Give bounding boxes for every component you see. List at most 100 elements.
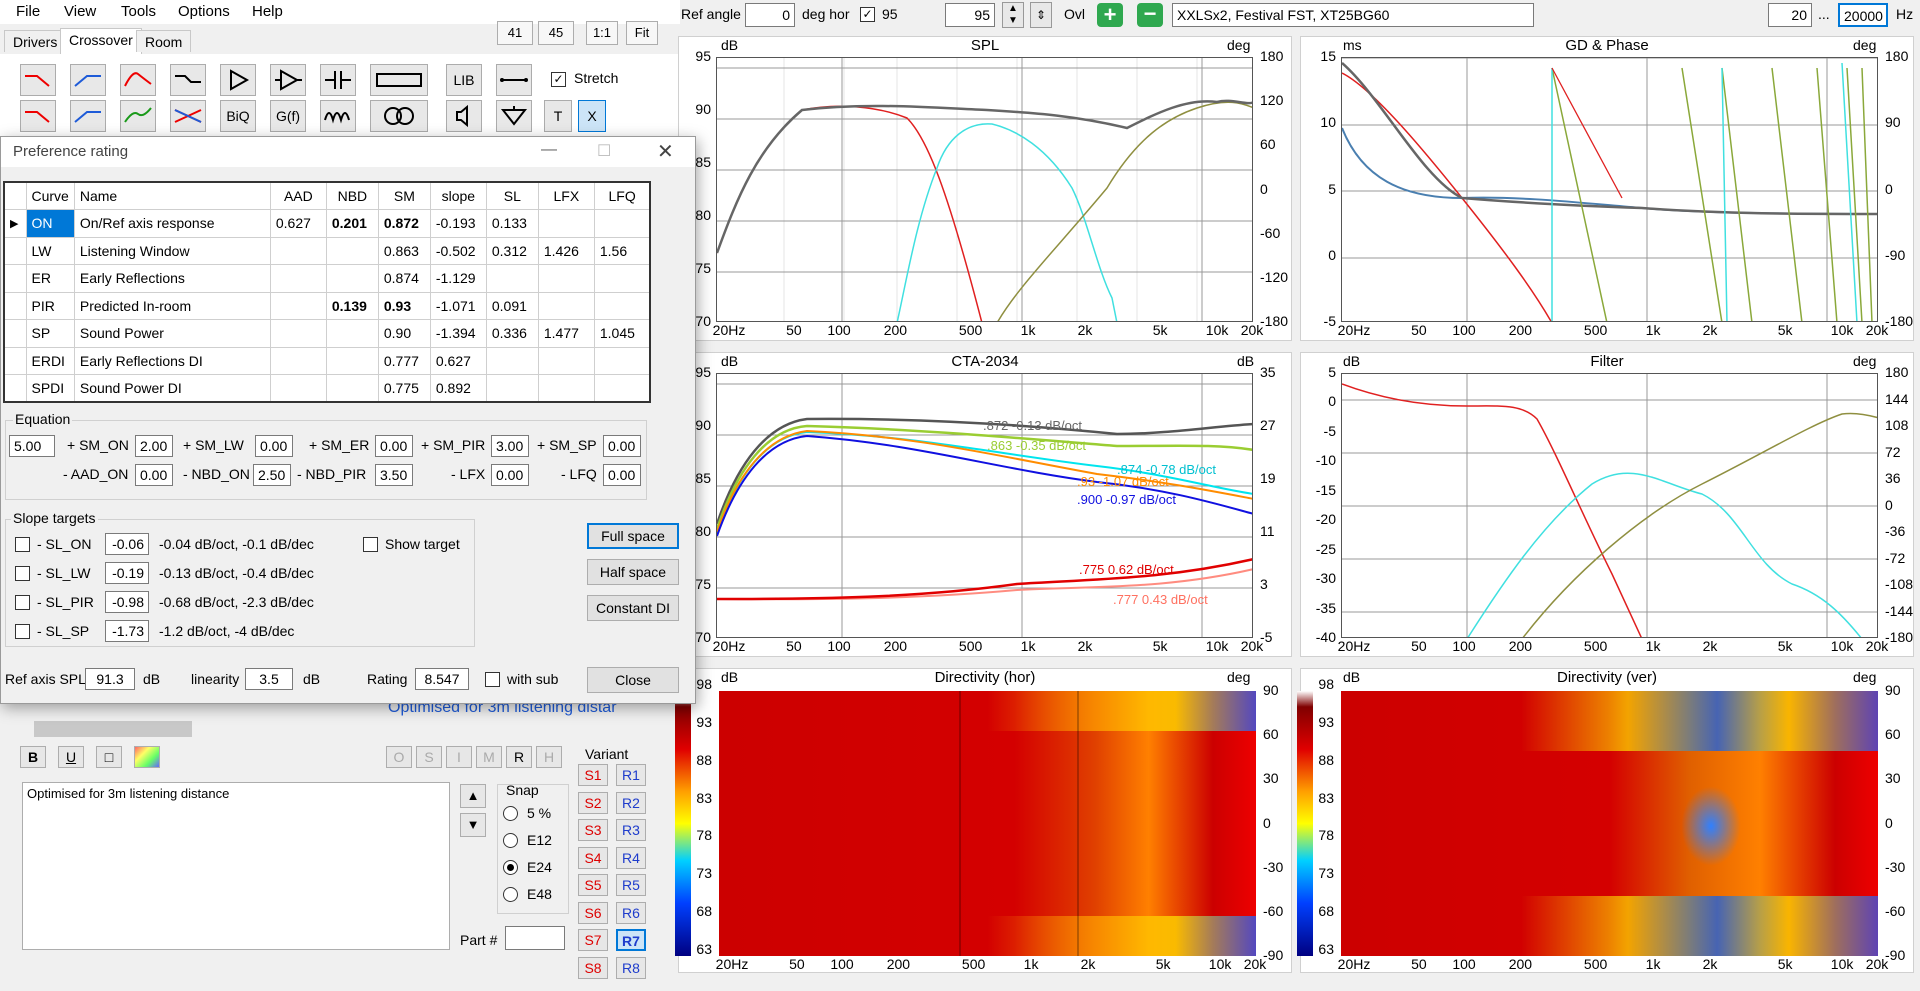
variant-r2[interactable]: R2	[616, 792, 646, 814]
sl-sp-checkbox[interactable]	[15, 624, 30, 639]
project-title-input[interactable]: XXLSx2, Festival FST, XT25BG60	[1172, 3, 1534, 27]
ref-angle-input[interactable]: 0	[745, 3, 795, 27]
col-name[interactable]: Name	[73, 181, 271, 210]
menu-help[interactable]: Help	[252, 3, 283, 20]
move-down-icon[interactable]: ▼	[460, 813, 486, 837]
close-icon[interactable]: ✕	[657, 141, 674, 163]
table-row[interactable]: ER Early Reflections 0.874 -1.129	[3, 264, 651, 293]
notch-icon[interactable]	[170, 100, 206, 132]
transformer-icon[interactable]	[370, 100, 428, 132]
m-button[interactable]: M	[476, 746, 502, 768]
table-row[interactable]: SP Sound Power 0.90 -1.394 0.336 1.477 1…	[3, 319, 651, 348]
notes-textarea[interactable]: Optimised for 3m listening distance	[22, 782, 450, 950]
capacitor-icon[interactable]	[320, 64, 356, 96]
lowpass-icon[interactable]	[20, 64, 56, 96]
variant-r6[interactable]: R6	[616, 902, 646, 924]
half-space-button[interactable]: Half space	[587, 559, 679, 585]
variant-s5[interactable]: S5	[578, 874, 608, 896]
inverting-amp-icon[interactable]	[270, 64, 306, 96]
dir-ver-heatmap[interactable]	[1341, 691, 1878, 956]
eq-sm-on-input[interactable]: 2.00	[135, 435, 173, 457]
sl-pir-input[interactable]: -0.98	[105, 591, 149, 613]
wire-icon[interactable]	[496, 64, 532, 96]
variant-r3[interactable]: R3	[616, 819, 646, 841]
spl-auto-icon[interactable]: ⇕	[1030, 2, 1052, 28]
sl-lw-input[interactable]: -0.19	[105, 562, 149, 584]
eq-nbd-pir-input[interactable]: 3.50	[375, 464, 413, 486]
variant-r7[interactable]: R7	[616, 929, 646, 951]
inductor-icon[interactable]	[320, 100, 356, 132]
spl-updown-icon[interactable]: ▲ ▼	[1002, 2, 1024, 28]
h-button[interactable]: H	[536, 746, 562, 768]
variant-s8[interactable]: S8	[578, 957, 608, 979]
table-row[interactable]: SPDI Sound Power DI 0.775 0.892	[3, 374, 651, 403]
ratio-button[interactable]: 1:1	[586, 21, 618, 45]
variant-r8[interactable]: R8	[616, 957, 646, 979]
variant-r5[interactable]: R5	[616, 874, 646, 896]
variant-r4[interactable]: R4	[616, 847, 646, 869]
eq-sm-pir-input[interactable]: 3.00	[491, 435, 529, 457]
sl-lw-checkbox[interactable]	[15, 566, 30, 581]
with-sub-checkbox[interactable]	[485, 672, 500, 687]
snap-5pct-radio[interactable]	[503, 806, 518, 821]
eq-lfx-input[interactable]: 0.00	[491, 464, 529, 486]
color-button[interactable]	[134, 746, 160, 768]
ground-icon[interactable]	[496, 100, 532, 132]
variant-s2[interactable]: S2	[578, 792, 608, 814]
minimize-icon[interactable]: —	[541, 141, 557, 158]
filter-plot[interactable]	[1341, 373, 1878, 638]
dir-hor-heatmap[interactable]	[719, 691, 1256, 956]
full-space-button[interactable]: Full space	[587, 523, 679, 549]
border-button[interactable]: □	[96, 746, 122, 768]
cta-plot[interactable]: .872 -0.13 dB/oct .863 -0.35 dB/oct .874…	[716, 373, 1253, 638]
eq-nbd-on-input[interactable]: 2.50	[253, 464, 291, 486]
snap-e48-radio[interactable]	[503, 887, 518, 902]
bold-button[interactable]: B	[20, 746, 46, 768]
lowpass2-icon[interactable]	[20, 100, 56, 132]
highpass2-icon[interactable]	[70, 100, 106, 132]
eq-sm-er-input[interactable]: 0.00	[375, 435, 413, 457]
menu-options[interactable]: Options	[178, 3, 230, 20]
amplifier-icon[interactable]	[220, 64, 256, 96]
variant-s6[interactable]: S6	[578, 902, 608, 924]
constant-di-button[interactable]: Constant DI	[587, 595, 679, 621]
move-up-icon[interactable]: ▲	[460, 784, 486, 808]
variant-s4[interactable]: S4	[578, 847, 608, 869]
menu-view[interactable]: View	[64, 3, 97, 20]
eq-aad-on-input[interactable]: 0.00	[135, 464, 173, 486]
spl-max-checkbox[interactable]: ✓	[860, 7, 875, 22]
table-row[interactable]: ▶ ON On/Ref axis response 0.627 0.201 0.…	[3, 209, 651, 238]
variant-r1[interactable]: R1	[616, 764, 646, 786]
resistor-icon[interactable]	[370, 64, 428, 96]
overlay-add-icon[interactable]: +	[1097, 3, 1123, 27]
shelf-icon[interactable]	[170, 64, 206, 96]
menu-tools[interactable]: Tools	[121, 3, 157, 20]
table-row[interactable]: ERDI Early Reflections DI 0.777 0.627	[3, 346, 651, 375]
value-41[interactable]: 41	[497, 21, 533, 45]
highpass-icon[interactable]	[70, 64, 106, 96]
t-button[interactable]: T	[544, 100, 572, 132]
biq-button[interactable]: BiQ	[220, 100, 256, 132]
col-sl[interactable]: SL	[485, 181, 539, 210]
col-curve[interactable]: Curve	[25, 181, 75, 210]
lib-button[interactable]: LIB	[446, 64, 482, 96]
stretch-checkbox[interactable]: ✓	[551, 72, 566, 87]
underline-button[interactable]: U	[58, 746, 84, 768]
snap-e24-radio[interactable]	[503, 860, 518, 875]
eq-const-input[interactable]: 5.00	[9, 435, 55, 457]
variant-s7[interactable]: S7	[578, 929, 608, 951]
col-lfq[interactable]: LFQ	[593, 181, 651, 210]
r-button[interactable]: R	[506, 746, 532, 768]
s-button[interactable]: S	[416, 746, 442, 768]
col-nbd[interactable]: NBD	[325, 181, 379, 210]
x-button[interactable]: X	[578, 100, 606, 132]
gd-plot[interactable]	[1341, 57, 1878, 322]
ref-axis-input[interactable]: 91.3	[85, 668, 135, 690]
spl-max-input[interactable]: 95	[945, 3, 995, 27]
bandpass-icon[interactable]	[120, 64, 156, 96]
speaker-icon[interactable]	[446, 100, 482, 132]
menu-file[interactable]: File	[16, 3, 41, 20]
value-45[interactable]: 45	[538, 21, 574, 45]
variant-s1[interactable]: S1	[578, 764, 608, 786]
freq-to-input[interactable]: 20000	[1838, 3, 1888, 27]
